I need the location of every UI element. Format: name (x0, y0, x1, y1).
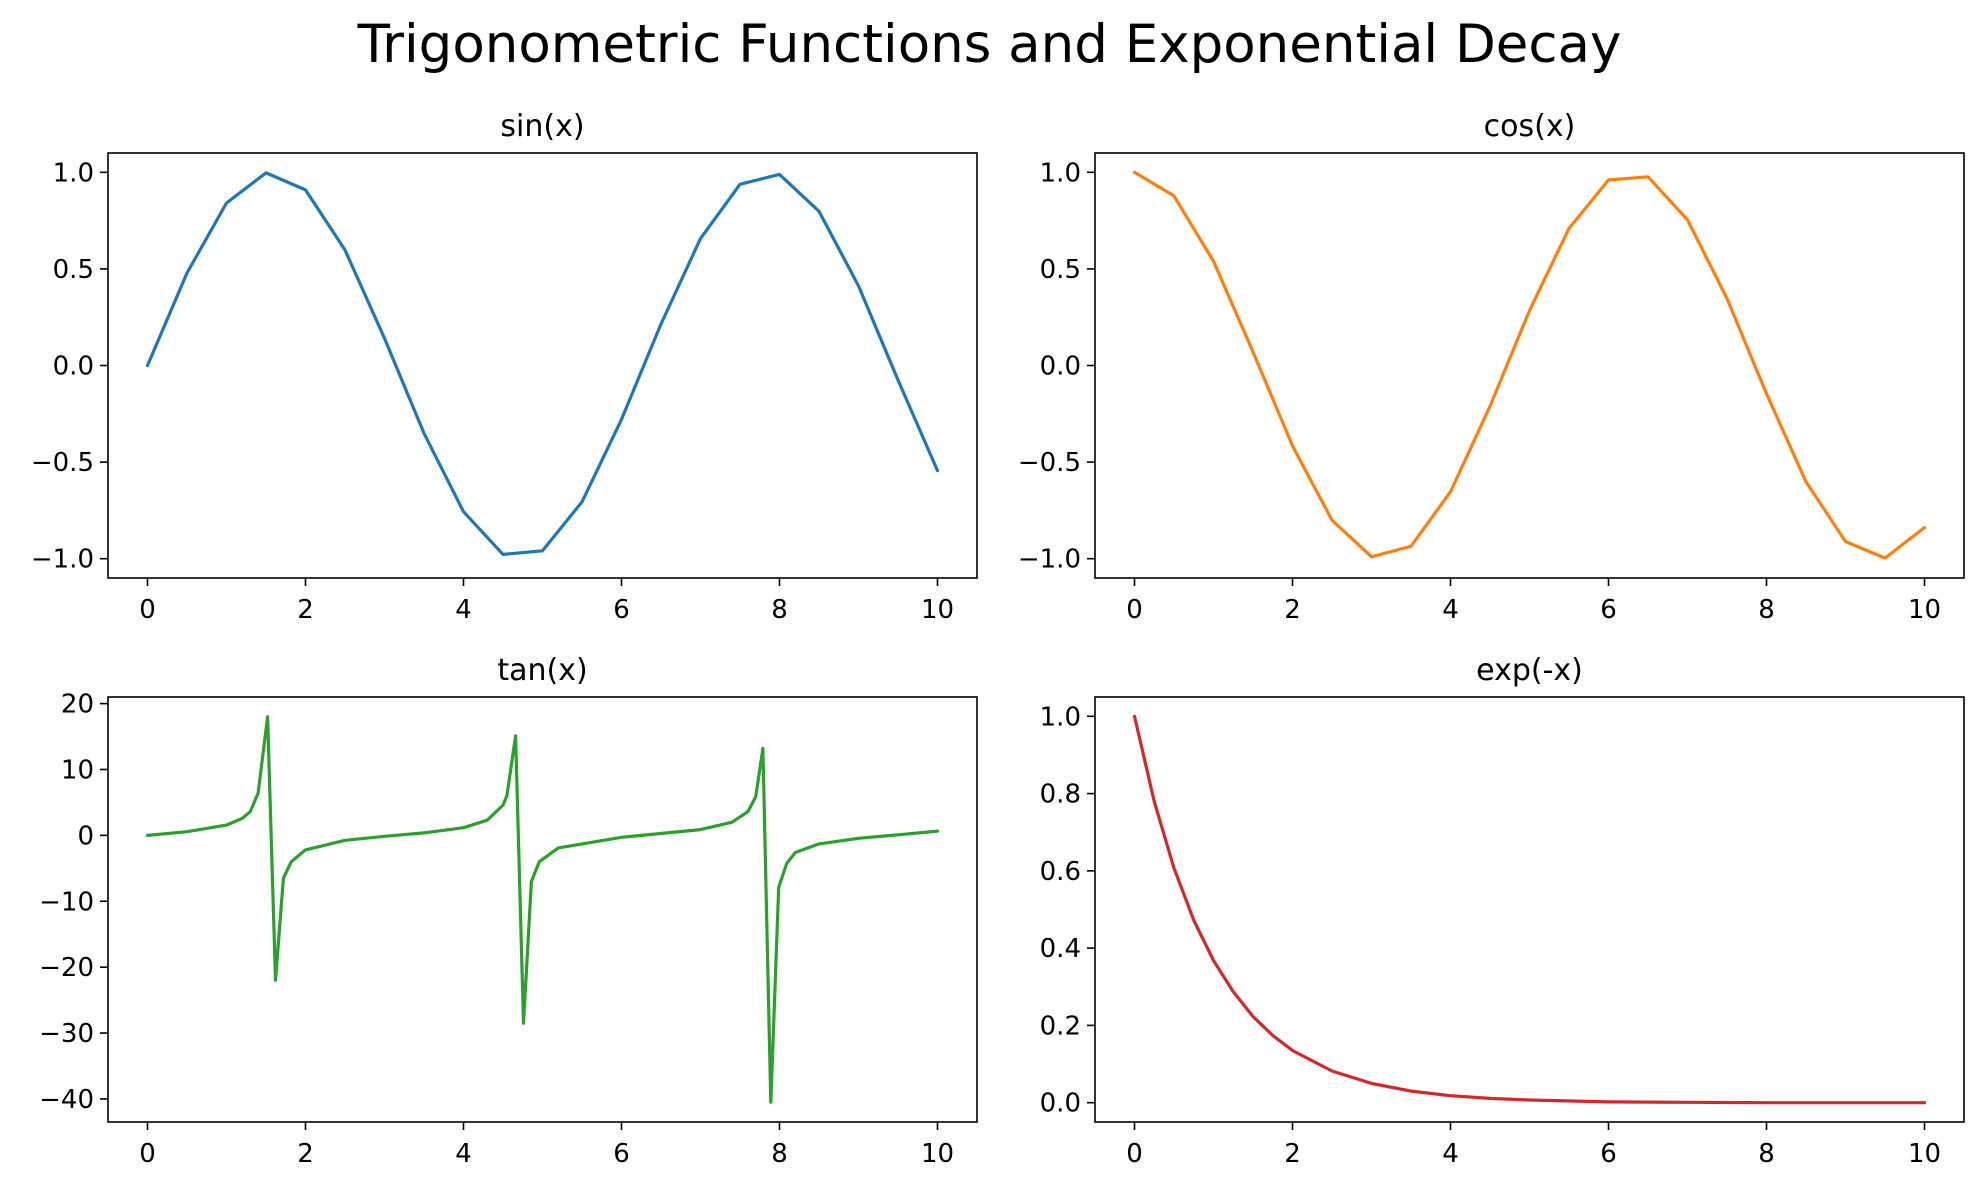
x-tick-label: 6 (613, 1139, 630, 1169)
y-tick-label: 0 (77, 821, 94, 851)
x-tick-label: 2 (1284, 595, 1301, 625)
y-tick-label: 10 (61, 755, 94, 785)
x-tick-label: 10 (921, 595, 954, 625)
subplot-title-exp: exp(-x) (1476, 653, 1583, 688)
subplot-title-sin: sin(x) (500, 109, 584, 144)
x-tick-label: 10 (1908, 1139, 1941, 1169)
series-line-exp (1132, 714, 1927, 1105)
y-tick-label: 0.2 (1040, 1011, 1081, 1041)
subplot-exp: exp(-x) 0 2 4 6 8 10 1.0 0.8 0.6 0.4 0.2 0.0 (1040, 653, 1965, 1169)
y-tick-label: −20 (39, 953, 94, 983)
y-tick-label: −30 (39, 1019, 94, 1049)
x-tick-label: 4 (1442, 1139, 1459, 1169)
y-tick-label: −1.0 (31, 545, 94, 575)
x-tick-label: 0 (139, 595, 156, 625)
axes-frame-sin (107, 152, 978, 579)
x-tick-label: 4 (1442, 595, 1459, 625)
axes-frame-cos (1094, 152, 1965, 579)
y-tick-label: −40 (39, 1085, 94, 1115)
y-tick-label: 1.0 (1040, 702, 1081, 732)
y-tick-label: 0.8 (1040, 780, 1081, 810)
y-tick-label: 1.0 (53, 158, 94, 188)
x-tick-label: 2 (1284, 1139, 1301, 1169)
x-tick-label: 8 (771, 595, 788, 625)
figure-title: Trigonometric Functions and Exponential … (357, 14, 1622, 75)
subplot-title-cos: cos(x) (1484, 109, 1576, 144)
series-line-tan (145, 715, 940, 1104)
y-tick-label: 0.0 (1040, 1089, 1081, 1119)
y-tick-label: −0.5 (31, 448, 94, 478)
x-tick-label: 2 (297, 595, 314, 625)
x-tick-label: 0 (1126, 1139, 1143, 1169)
subplot-sin: sin(x) 0 2 4 6 8 10 1.0 0.5 0.0 −0.5 −1.0 (31, 109, 978, 625)
x-tick-label: 6 (1600, 595, 1617, 625)
x-tick-label: 4 (455, 595, 472, 625)
y-tick-label: −1.0 (1018, 545, 1081, 575)
y-tick-label: 0.5 (53, 255, 94, 285)
axes-frame-exp (1094, 696, 1965, 1123)
y-tick-label: 0.5 (1040, 255, 1081, 285)
x-tick-label: 8 (771, 1139, 788, 1169)
x-tick-label: 10 (1908, 595, 1941, 625)
x-tick-label: 4 (455, 1139, 472, 1169)
y-tick-label: 0.0 (1040, 352, 1081, 382)
x-tick-label: 10 (921, 1139, 954, 1169)
x-tick-label: 0 (139, 1139, 156, 1169)
x-tick-label: 2 (297, 1139, 314, 1169)
y-tick-label: 20 (61, 690, 94, 720)
x-tick-label: 8 (1758, 1139, 1775, 1169)
subplot-cos: cos(x) 0 2 4 6 8 10 1.0 0.5 0.0 −0.5 −1.0 (1018, 109, 1965, 625)
series-line-cos (1132, 170, 1927, 560)
y-tick-label: 1.0 (1040, 158, 1081, 188)
y-tick-label: 0.6 (1040, 857, 1081, 887)
axes-frame-tan (107, 696, 978, 1123)
x-tick-label: 6 (1600, 1139, 1617, 1169)
series-line-sin (145, 171, 940, 557)
y-tick-label: −10 (39, 887, 94, 917)
subplot-tan: tan(x) 0 2 4 6 8 10 20 10 0 −10 −20 −30 −40 (39, 653, 978, 1169)
x-tick-label: 0 (1126, 595, 1143, 625)
x-tick-label: 8 (1758, 595, 1775, 625)
y-tick-label: 0.4 (1040, 934, 1081, 964)
x-tick-label: 6 (613, 595, 630, 625)
y-tick-label: 0.0 (53, 352, 94, 382)
y-tick-label: −0.5 (1018, 448, 1081, 478)
subplot-title-tan: tan(x) (497, 653, 587, 688)
